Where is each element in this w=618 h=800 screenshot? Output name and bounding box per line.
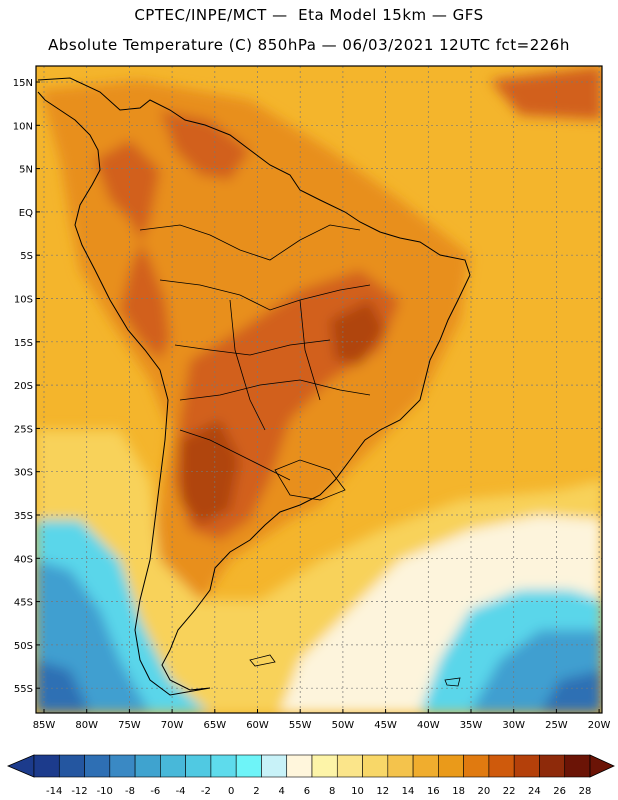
longitude-label: 40W [417,720,440,731]
colorbar-label: -4 [176,786,186,797]
colorbar-swatch [513,754,540,778]
colorbar-label: 14 [402,786,415,797]
header-subtitle: Absolute Temperature (C) 850hPa — 06/03/… [48,36,570,54]
latitude-label: 5S [20,251,33,262]
colorbar-left-arrow [6,754,35,778]
country-borders [139,224,461,687]
hot-zone-atlantic [490,66,602,120]
colorbar-label: 24 [528,786,541,797]
coldest-field-southwest [36,660,90,713]
colorbar-label: 18 [452,786,465,797]
longitude-label: 20W [588,720,611,731]
longitude-label: 55W [289,720,312,731]
longitude-label: 75W [118,720,141,731]
colorbar-swatch [438,754,464,778]
longitude-label: 45W [374,720,397,731]
colorbar-label: 0 [228,786,234,797]
longitude-label: 60W [246,720,269,731]
longitude-label: 70W [161,720,184,731]
map-fields [36,66,602,713]
latitude-labels: 15N 10N 5N EQ 5S 10S 15S 20S 25S 30S 35S 40S 45S 50S 5… [13,78,40,695]
latitude-label: EQ [19,208,33,219]
hot-zone-andes [95,140,170,360]
colorbar-label: -14 [46,786,62,797]
latitude-label: 55S [14,684,33,695]
longitude-label: 85W [33,720,56,731]
colorbar-swatch [160,754,186,778]
longitude-label: 65W [203,720,226,731]
colorbar-swatch [235,754,262,778]
colorbar-labels: -14 -12 -10 -8 -6 -4 -2 0 2 4 6 8 10 12 14 16 18 20 22 24 26… [46,786,591,797]
header-title: CPTEC/INPE/MCT — Eta Model 15km — GFS [134,6,484,24]
colorbar-swatch [564,754,591,778]
colorbar-swatch [463,754,490,778]
hottest-zone-north [330,300,385,365]
colorbar-label: 16 [427,786,440,797]
colorbar-label: -12 [71,786,87,797]
colorbar-swatch [134,754,161,778]
colorbar-right-arrow [589,754,615,778]
latitude-label: 10S [14,295,33,306]
colorbar-swatch [210,754,237,778]
longitude-label: 25W [545,720,568,731]
colorbar [6,754,615,778]
colorbar-label: 4 [278,786,284,797]
colorbar-label: 28 [579,786,592,797]
colorbar-swatch [185,754,212,778]
longitude-label: 80W [75,720,98,731]
longitude-labels: 85W 80W 75W 70W 65W 60W 55W 50W 45W 40W 35W 30W 25W 2… [33,709,611,731]
latitude-label: 30S [14,468,33,479]
colorbar-label: -6 [150,786,160,797]
latitude-label: 20S [14,381,33,392]
latitude-label: 45S [14,598,33,609]
latitude-label: 40S [14,554,33,565]
colorbar-label: 6 [304,786,310,797]
hot-zone-north [160,110,250,180]
colorbar-swatch [84,754,111,778]
latitude-label: 10N [13,121,33,132]
hottest-zone [180,420,240,525]
colorbar-swatch [109,754,136,778]
colorbar-label: -10 [97,786,113,797]
map-frame [35,65,603,714]
longitude-label: 35W [460,720,483,731]
colorbar-swatch [336,754,363,778]
colorbar-label: 2 [253,786,259,797]
colorbar-label: -2 [201,786,211,797]
latitude-label: 25S [14,424,33,435]
colorbar-swatch [261,754,288,778]
colorbar-swatch [387,754,414,778]
colorbar-swatch [539,754,566,778]
colorbar-label: 22 [503,786,516,797]
colorbar-swatch [488,754,515,778]
colorbar-swatch [33,754,60,778]
latitude-label: 15N [13,78,33,89]
colorbar-label: 26 [553,786,566,797]
colorbar-swatch [362,754,389,778]
lat-lon-grid [36,66,602,713]
colorbar-label: 10 [351,786,364,797]
colorbar-label: -8 [125,786,135,797]
latitude-label: 50S [14,641,33,652]
coldest-field-southeast [540,670,602,713]
colorbar-swatch [311,754,338,778]
latitude-label: 15S [14,338,33,349]
colorbar-label: 8 [329,786,335,797]
longitude-label: 50W [332,720,355,731]
colorbar-swatch [58,754,85,778]
colorbar-label: 20 [477,786,490,797]
colorbar-swatch [412,754,439,778]
longitude-label: 30W [502,720,525,731]
latitude-label: 5N [19,165,33,176]
latitude-label: 35S [14,511,33,522]
colorbar-swatch [286,754,313,778]
colorbar-label: 12 [376,786,389,797]
continent-outline [37,77,471,696]
